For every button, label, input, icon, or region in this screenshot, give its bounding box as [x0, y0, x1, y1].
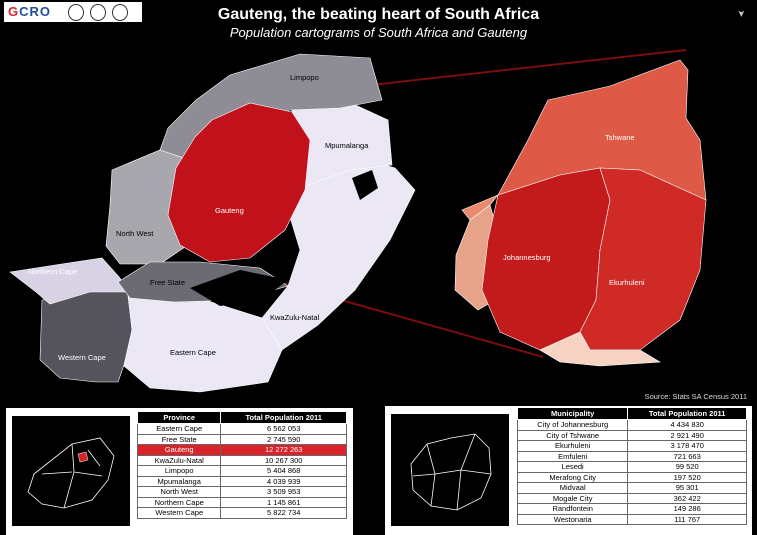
- label-limpopo: Limpopo: [290, 73, 319, 82]
- eswatini-hole: [352, 170, 378, 200]
- label-tshwane: Tshwane: [605, 133, 635, 142]
- table-row: Northern Cape 1 145 861: [136, 496, 347, 508]
- column-header-municipality: Municipality: [516, 407, 629, 420]
- table-row: Emfuleni 721 663: [516, 450, 747, 462]
- label-western-cape: Western Cape: [58, 353, 106, 362]
- province-eastern-cape: [123, 295, 283, 393]
- municipality-name: Mogale City: [516, 492, 629, 504]
- municipality-name: Lesedi: [516, 461, 629, 473]
- lesotho-hole: [190, 270, 288, 306]
- municipality-name: City of Johannesburg: [516, 419, 629, 431]
- province-population: 2 745 590: [220, 433, 347, 445]
- municipality-name: Emfuleni: [516, 450, 629, 462]
- table-row: Limpopo 5 404 868: [136, 465, 347, 477]
- page-title: Gauteng, the beating heart of South Afri…: [217, 6, 540, 23]
- label-northern-cape: Northern Cape: [28, 267, 77, 276]
- table-row: Randfontein 149 286: [516, 503, 747, 515]
- label-johannesburg: Johannesburg: [503, 253, 551, 262]
- province-population: 6 562 053: [220, 423, 347, 435]
- column-header-population: Total Population 2011: [627, 407, 747, 420]
- municipality-population: 111 767: [627, 513, 747, 525]
- municipality-population: 2 921 490: [627, 429, 747, 441]
- municipality-population: 3 178 470: [627, 440, 747, 452]
- gauteng-inset-map: [391, 414, 509, 526]
- partner-crest-icon: [112, 4, 128, 21]
- province-name: Gauteng: [136, 444, 222, 456]
- municipality-population: 721 663: [627, 450, 747, 462]
- label-kwazulu-natal: KwaZulu-Natal: [270, 313, 320, 322]
- municipality-population: 95 301: [627, 482, 747, 494]
- cartogram-maps: Limpopo Mpumalanga Gauteng North West No…: [9, 49, 707, 393]
- table-row: City of Tshwane 2 921 490: [516, 429, 747, 441]
- page-subtitle: Population cartograms of South Africa an…: [229, 25, 528, 40]
- table-row: Western Cape 5 822 734: [136, 507, 347, 519]
- municipality-population: 4 434 830: [627, 419, 747, 431]
- logo-strip: GCRO: [4, 2, 142, 22]
- label-ekurhuleni: Ekurhuleni: [609, 278, 645, 287]
- university-crest-icon: [68, 4, 84, 21]
- column-header-population: Total Population 2011: [220, 411, 347, 424]
- province-name: Free State: [136, 433, 222, 445]
- municipality-population: 149 286: [627, 503, 747, 515]
- municipality-population-table: Municipality Total Population 2011 City …: [516, 407, 747, 525]
- province-name: North West: [136, 486, 222, 498]
- gauteng-cartogram: Tshwane Johannesburg Ekurhuleni: [454, 59, 707, 367]
- province-population: 5 822 734: [220, 507, 347, 519]
- municipality-name: Randfontein: [516, 503, 629, 515]
- province-panel: Province Total Population 2011 Eastern C…: [6, 408, 353, 535]
- source-note: Source: Stats SA Census 2011: [644, 392, 747, 401]
- table-row: Mpumalanga 4 039 939: [136, 475, 347, 487]
- table-row-highlighted: Gauteng 12 272 263: [136, 444, 347, 456]
- province-name: Eastern Cape: [136, 423, 222, 435]
- province-population: 1 145 861: [220, 496, 347, 508]
- municipality-mogale-city: [461, 194, 499, 221]
- label-north-west: North West: [116, 229, 154, 238]
- label-free-state: Free State: [150, 278, 185, 287]
- province-population: 4 039 939: [220, 475, 347, 487]
- table-row: Lesedi 99 520: [516, 461, 747, 473]
- label-eastern-cape: Eastern Cape: [170, 348, 216, 357]
- municipality-population: 99 520: [627, 461, 747, 473]
- province-western-cape: [39, 289, 133, 383]
- province-population: 3 509 953: [220, 486, 347, 498]
- province-name: Western Cape: [136, 507, 222, 519]
- province-name: Mpumalanga: [136, 475, 222, 487]
- table-row: Eastern Cape 6 562 053: [136, 423, 347, 435]
- table-row: Ekurhuleni 3 178 470: [516, 440, 747, 452]
- table-row: City of Johannesburg 4 434 830: [516, 419, 747, 431]
- table-row: KwaZulu-Natal 10 267 300: [136, 454, 347, 466]
- table-row: Merafong City 197 520: [516, 471, 747, 483]
- table-row: Westonaria 111 767: [516, 513, 747, 525]
- province-gauteng: [167, 102, 311, 263]
- municipality-name: Midvaal: [516, 482, 629, 494]
- province-population: 10 267 300: [220, 454, 347, 466]
- label-gauteng: Gauteng: [215, 206, 244, 215]
- coat-of-arms-icon: [90, 4, 106, 21]
- municipality-name: Westonaria: [516, 513, 629, 525]
- gcro-logo: GCRO: [8, 4, 52, 19]
- south-africa-inset-map: [12, 416, 130, 526]
- municipality-population: 197 520: [627, 471, 747, 483]
- province-name: Northern Cape: [136, 496, 222, 508]
- column-header-province: Province: [136, 411, 222, 424]
- municipality-name: City of Tshwane: [516, 429, 629, 441]
- table-row: North West 3 509 953: [136, 486, 347, 498]
- south-africa-cartogram: Limpopo Mpumalanga Gauteng North West No…: [9, 53, 416, 393]
- municipality-emfuleni-midvaal: [539, 331, 661, 367]
- table-row: Mogale City 362 422: [516, 492, 747, 504]
- municipality-panel: Municipality Total Population 2011 City …: [385, 406, 752, 535]
- municipality-name: Ekurhuleni: [516, 440, 629, 452]
- province-population: 12 272 263: [220, 444, 347, 456]
- municipality-name: Merafong City: [516, 471, 629, 483]
- table-row: Free State 2 745 590: [136, 433, 347, 445]
- province-name: Limpopo: [136, 465, 222, 477]
- province-name: KwaZulu-Natal: [136, 454, 222, 466]
- municipality-population: 362 422: [627, 492, 747, 504]
- province-population: 5 404 868: [220, 465, 347, 477]
- province-population-table: Province Total Population 2011 Eastern C…: [136, 411, 347, 519]
- label-mpumalanga: Mpumalanga: [325, 141, 369, 150]
- table-row: Midvaal 95 301: [516, 482, 747, 494]
